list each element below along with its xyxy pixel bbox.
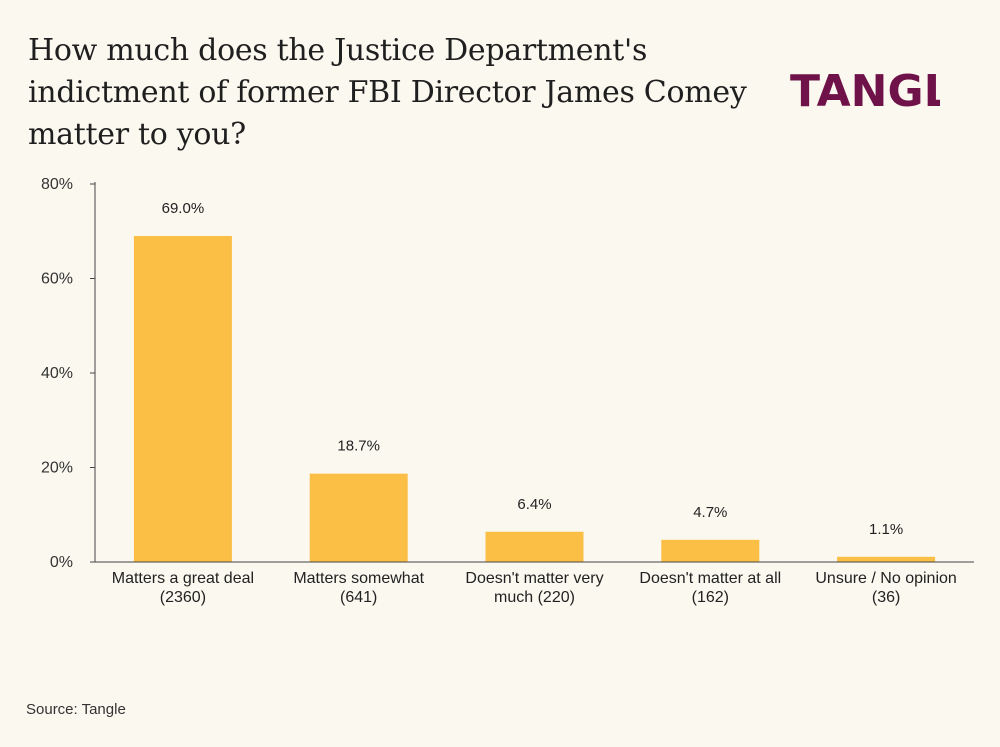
bar <box>309 473 408 562</box>
y-tick-label: 60% <box>41 271 73 288</box>
y-axis: 0% 20% 40% 60% 80% <box>41 176 96 571</box>
bar <box>485 531 584 562</box>
y-tick-label: 20% <box>41 460 73 477</box>
y-tick-label: 0% <box>50 554 73 571</box>
x-tick-label: Matters a great deal (2360) <box>112 570 254 606</box>
tangle-logo-text: TANGLE <box>790 66 940 116</box>
bar-value-label: 69.0% <box>162 200 205 217</box>
chart-title: How much does the Justice Department's i… <box>28 33 747 152</box>
bar-chart: 0% 20% 40% 60% 80% 69.0% 18.7% 6.4% 4.7% 1.1% Ma… <box>41 176 974 606</box>
bar-value-label: 6.4% <box>517 496 551 513</box>
bar-value-label: 1.1% <box>869 521 903 538</box>
x-tick-label: Doesn't matter very much (220) <box>465 570 603 606</box>
bar <box>661 539 760 562</box>
bars-group <box>133 235 936 562</box>
x-tick-label: Unsure / No opinion (36) <box>815 570 956 606</box>
x-tick-label: Doesn't matter at all (162) <box>639 570 781 606</box>
y-tick-label: 80% <box>41 176 73 193</box>
source-note: Source: Tangle <box>26 701 126 718</box>
bar <box>837 556 936 562</box>
value-labels-group: 69.0% 18.7% 6.4% 4.7% 1.1% <box>162 200 904 538</box>
bar-value-label: 18.7% <box>337 438 380 455</box>
bar-value-label: 4.7% <box>693 504 727 521</box>
tangle-logo: TANGLE <box>790 66 940 116</box>
y-tick-label: 40% <box>41 365 73 382</box>
bar <box>133 235 232 562</box>
category-labels-group: Matters a great deal (2360) Matters somewh… <box>112 570 957 606</box>
x-tick-label: Matters somewhat (641) <box>293 570 424 606</box>
